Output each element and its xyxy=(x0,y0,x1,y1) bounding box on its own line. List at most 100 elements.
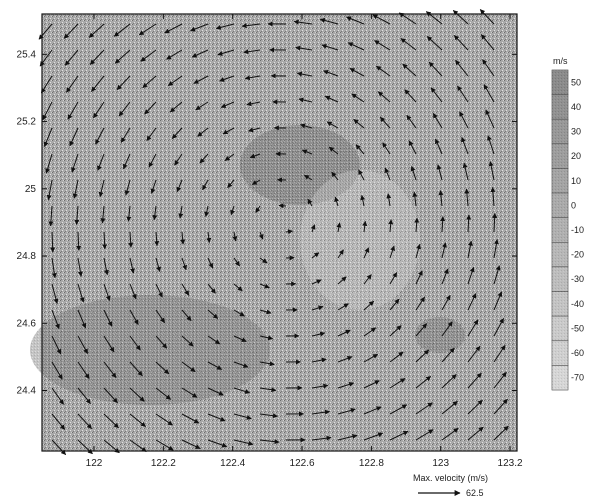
velocity-vector xyxy=(100,205,106,224)
velocity-vector xyxy=(230,205,235,216)
max-velocity-label: Max. velocity (m/s) xyxy=(413,473,488,483)
velocity-vector xyxy=(453,35,469,51)
velocity-vector xyxy=(459,111,469,129)
colorbar: m/s 50 40 30 20 10 0 -10 -20 -30 -40 -50 -60 -70 xyxy=(551,56,584,391)
velocity-vector xyxy=(414,217,420,233)
velocity-vector xyxy=(155,335,168,349)
velocity-vector xyxy=(363,380,380,389)
y-tick-label: 24.8 xyxy=(17,251,37,262)
velocity-vector xyxy=(382,142,391,155)
velocity-vector xyxy=(207,309,219,319)
velocity-vector xyxy=(114,49,131,64)
velocity-vector xyxy=(180,231,186,245)
velocity-vector xyxy=(355,144,365,155)
y-tick-label: 24.6 xyxy=(17,318,37,329)
colorbar-box-texture xyxy=(552,168,568,194)
velocity-vector xyxy=(259,257,268,264)
velocity-vector xyxy=(412,191,418,207)
plot-area xyxy=(30,9,518,455)
velocity-vector xyxy=(337,407,356,415)
velocity-vector xyxy=(389,404,408,415)
velocity-vector xyxy=(493,239,499,259)
velocity-vector xyxy=(233,387,251,394)
velocity-vector xyxy=(126,205,132,222)
velocity-vector xyxy=(220,101,235,108)
velocity-vector xyxy=(311,279,322,285)
velocity-vector xyxy=(467,426,484,441)
velocity-vector xyxy=(307,198,313,207)
velocity-vector xyxy=(66,75,79,93)
velocity-vector xyxy=(388,219,394,233)
velocity-vector xyxy=(487,135,495,155)
velocity-vector xyxy=(233,439,254,446)
velocity-vector xyxy=(103,361,117,378)
velocity-vector xyxy=(51,361,63,380)
velocity-vector xyxy=(483,84,495,103)
colorbar-level-label: 50 xyxy=(571,77,581,87)
velocity-vector xyxy=(259,387,277,393)
velocity-vector xyxy=(181,283,190,296)
velocity-vector xyxy=(191,49,209,58)
velocity-vector xyxy=(457,85,469,103)
velocity-vector xyxy=(493,371,507,389)
velocity-vector xyxy=(255,205,261,213)
velocity-vector xyxy=(436,164,443,181)
velocity-vector xyxy=(67,101,79,120)
colorbar-boxes xyxy=(551,69,569,391)
velocity-vector xyxy=(51,257,57,279)
velocity-vector xyxy=(140,49,157,62)
velocity-vector xyxy=(485,109,495,129)
velocity-vector xyxy=(482,59,495,77)
colorbar-box-texture xyxy=(552,94,568,120)
velocity-vector xyxy=(207,361,223,370)
velocity-vector xyxy=(347,42,365,51)
velocity-vector xyxy=(493,291,503,311)
shading-lower-right-spot xyxy=(415,317,465,353)
max-velocity-value: 62.5 xyxy=(466,488,484,497)
colorbar-box-texture xyxy=(552,266,568,292)
velocity-vector xyxy=(428,61,443,77)
max-velocity-reference: Max. velocity (m/s) 62.5 xyxy=(413,473,488,497)
velocity-vector xyxy=(311,383,329,389)
velocity-vector xyxy=(452,10,469,25)
velocity-vector xyxy=(148,153,157,168)
velocity-vector xyxy=(129,335,141,351)
velocity-vector xyxy=(181,387,198,398)
velocity-vector xyxy=(488,161,495,181)
x-axis: 122 122.2 122.4 122.6 122.8 123 123.2 xyxy=(86,14,523,469)
velocity-vector xyxy=(93,101,105,119)
colorbar-box-texture xyxy=(552,365,568,390)
velocity-vector xyxy=(480,34,495,51)
velocity-vector xyxy=(311,435,332,441)
velocity-vector xyxy=(155,257,161,272)
velocity-vector xyxy=(195,101,209,111)
velocity-vector xyxy=(278,203,287,209)
vector-arrows xyxy=(38,9,509,455)
velocity-vector xyxy=(123,153,131,170)
velocity-vector xyxy=(377,91,391,103)
velocity-vector xyxy=(243,49,261,55)
velocity-vector xyxy=(300,123,313,129)
velocity-vector xyxy=(77,335,89,354)
x-tick-label: 123.2 xyxy=(498,458,523,469)
velocity-vector xyxy=(233,309,245,317)
velocity-vector xyxy=(124,179,131,196)
velocity-vector xyxy=(224,153,235,162)
velocity-vector xyxy=(103,387,118,404)
velocity-vector xyxy=(398,12,417,25)
velocity-vector xyxy=(103,257,109,276)
velocity-vector xyxy=(461,136,469,155)
velocity-vector xyxy=(293,19,313,25)
velocity-vector xyxy=(310,224,316,233)
velocity-vector xyxy=(116,75,131,91)
velocity-vector xyxy=(386,193,392,207)
velocity-vector xyxy=(323,69,339,77)
velocity-vector xyxy=(375,65,391,77)
x-tick-label: 122 xyxy=(86,458,103,469)
velocity-vector xyxy=(462,162,469,181)
velocity-vector xyxy=(430,87,443,103)
colorbar-level-label: 0 xyxy=(571,200,576,210)
velocity-vector xyxy=(227,179,235,189)
velocity-vector xyxy=(415,270,423,285)
